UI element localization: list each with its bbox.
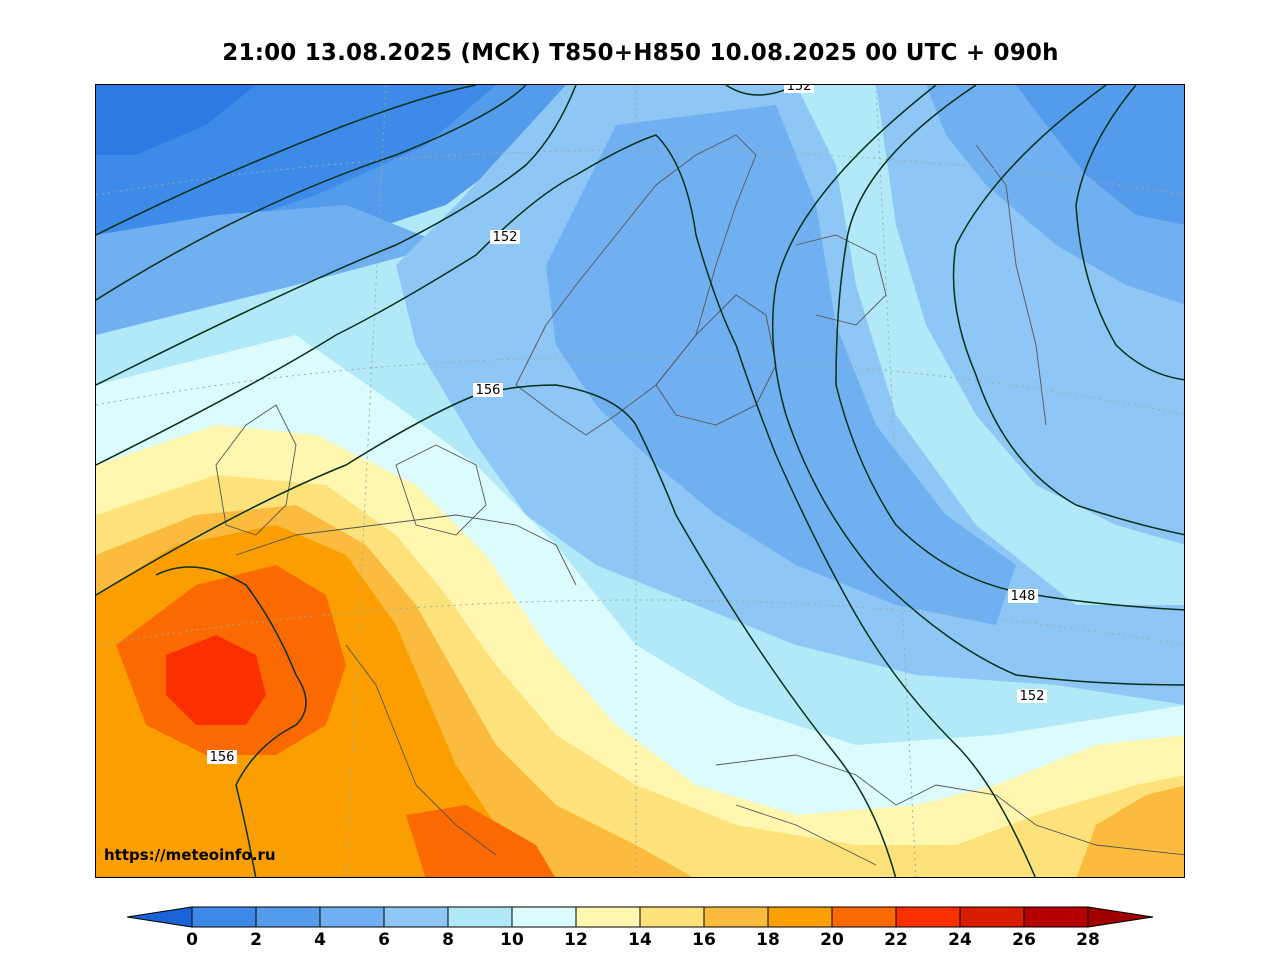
colorbar-tick-label: 10 <box>500 930 524 950</box>
contours <box>96 85 1184 877</box>
colorbar-segment <box>831 906 897 928</box>
map-title: 21:00 13.08.2025 (МСК) T850+H850 10.08.2… <box>222 40 1059 66</box>
colorbar-segment <box>703 906 769 928</box>
colorbar-segment <box>575 906 641 928</box>
contour-label: 152 <box>1020 689 1045 704</box>
source-url: https://meteoinfo.ru <box>104 846 276 864</box>
colorbar-tick-label: 0 <box>186 930 198 950</box>
shading-18-20-east <box>1076 785 1184 877</box>
shading-6-8-west <box>96 205 446 335</box>
colorbar-segment <box>447 906 513 928</box>
contour-label: 156 <box>210 750 235 765</box>
shading-4-6-east <box>1016 85 1184 225</box>
colorbar-segment <box>383 906 449 928</box>
colorbar-segment <box>767 906 833 928</box>
colorbar-tick-label: 28 <box>1076 930 1100 950</box>
colorbar-tick-label: 8 <box>442 930 454 950</box>
colorbar-tick-label: 6 <box>378 930 390 950</box>
shading-24-26 <box>166 635 266 725</box>
contour-labels: 152 152 156 156 148 152 <box>207 85 1047 765</box>
colorbar-segment <box>191 906 257 928</box>
colorbar-segment <box>639 906 705 928</box>
colorbar-tick-label: 24 <box>948 930 972 950</box>
coastlines <box>215 134 1184 866</box>
colorbar-tick-label: 12 <box>564 930 588 950</box>
shading-0-2 <box>96 85 256 155</box>
contour-label: 156 <box>476 383 501 398</box>
colorbar-tick-label: 14 <box>628 930 652 950</box>
colorbar-segments <box>191 906 1089 928</box>
colorbar-under-arrow <box>126 906 193 928</box>
colorbar-tick-label: 4 <box>314 930 326 950</box>
colorbar-tick-label: 20 <box>820 930 844 950</box>
shading-6-8-central <box>546 105 1016 625</box>
graticule <box>96 85 1184 877</box>
shading-22-24-south <box>406 805 555 877</box>
colorbar <box>126 906 1154 928</box>
colorbar-segment <box>511 906 577 928</box>
contour-label: 152 <box>493 230 518 245</box>
colorbar-segment <box>255 906 321 928</box>
colorbar-segment <box>319 906 385 928</box>
colorbar-segment <box>895 906 961 928</box>
colorbar-segment <box>959 906 1025 928</box>
colorbar-over-arrow <box>1087 906 1154 928</box>
colorbar-tick-label: 18 <box>756 930 780 950</box>
colorbar-tick-label: 16 <box>692 930 716 950</box>
colorbar-tick-label: 22 <box>884 930 908 950</box>
contour-label: 148 <box>1011 589 1036 604</box>
colorbar-tick-label: 2 <box>250 930 262 950</box>
colorbar-tick-label: 26 <box>1012 930 1036 950</box>
map-canvas: 152 152 156 156 148 152 <box>95 84 1185 878</box>
contour-label: 152 <box>787 85 812 94</box>
colorbar-segment <box>1023 906 1089 928</box>
temperature-field: 152 152 156 156 148 152 <box>96 85 1184 877</box>
